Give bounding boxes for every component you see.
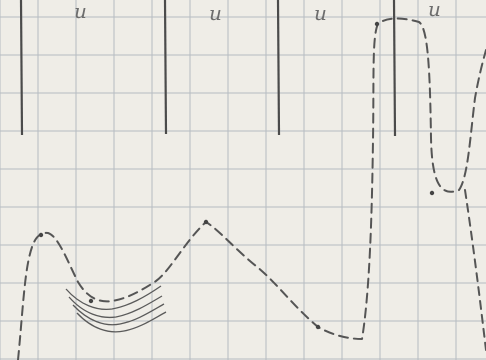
trough-shading [65,285,167,333]
bold-line-4 [392,0,397,137]
shade-stroke-2 [68,295,163,319]
bold-line-2 [163,0,168,135]
point-2 [88,298,94,304]
point-5 [374,21,380,27]
point-1 [38,232,44,238]
dashed-waveform [17,17,486,360]
handwritten-label-4: u [428,0,441,21]
handwritten-label-2: u [209,1,222,25]
shade-stroke-3 [72,303,165,326]
bold-line-1 [19,0,24,136]
wave-path [17,17,486,360]
point-6 [429,190,435,196]
point-3 [203,219,209,225]
shade-stroke-1 [65,285,162,311]
point-4 [315,324,321,330]
handwritten-label-3: u [314,1,327,25]
bold-vertical-lines [19,0,397,137]
shade-stroke-4 [76,311,167,333]
wave-tail [464,189,486,351]
handwritten-label-1: u [74,0,87,23]
points [38,21,435,330]
bold-line-3 [276,0,281,136]
